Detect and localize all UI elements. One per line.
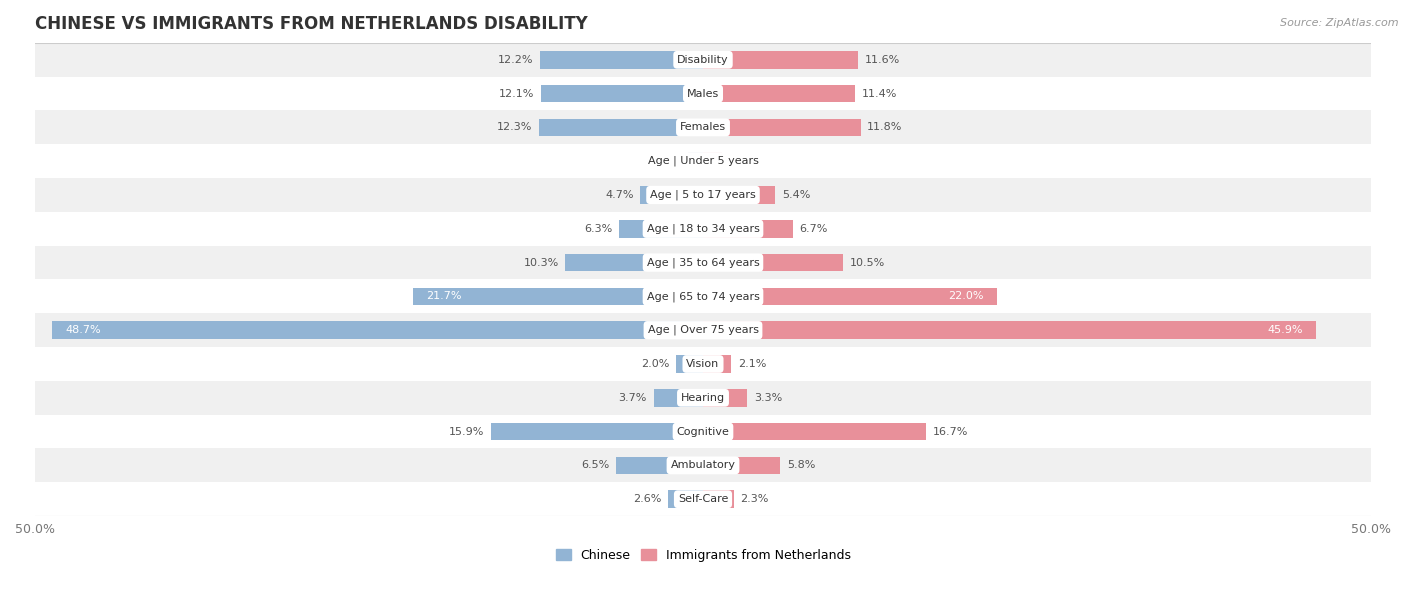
Text: 2.3%: 2.3% [741, 494, 769, 504]
Bar [35, 313, 1371, 347]
Text: 2.0%: 2.0% [641, 359, 669, 369]
Text: 10.3%: 10.3% [523, 258, 558, 267]
Bar [703, 254, 844, 271]
Bar [35, 212, 1371, 245]
Bar [703, 490, 734, 508]
Text: 16.7%: 16.7% [932, 427, 969, 436]
Bar [565, 254, 703, 271]
Legend: Chinese, Immigrants from Netherlands: Chinese, Immigrants from Netherlands [551, 543, 855, 567]
Bar [703, 288, 997, 305]
Bar [703, 355, 731, 373]
Bar [35, 111, 1371, 144]
Bar [703, 457, 780, 474]
Text: Vision: Vision [686, 359, 720, 369]
Bar [35, 415, 1371, 449]
Text: Self-Care: Self-Care [678, 494, 728, 504]
Bar [491, 423, 703, 441]
Text: 11.6%: 11.6% [865, 55, 900, 65]
Text: 5.4%: 5.4% [782, 190, 810, 200]
Text: 4.7%: 4.7% [605, 190, 634, 200]
Text: 2.1%: 2.1% [738, 359, 766, 369]
Bar [35, 280, 1371, 313]
Bar [541, 85, 703, 102]
Text: 21.7%: 21.7% [426, 291, 463, 301]
Bar [703, 152, 721, 170]
Bar [52, 321, 703, 339]
Bar [538, 119, 703, 136]
Bar [619, 220, 703, 237]
Bar [703, 119, 860, 136]
Text: Females: Females [681, 122, 725, 132]
Bar [703, 321, 1316, 339]
Bar [35, 449, 1371, 482]
Bar [703, 423, 927, 441]
Bar [689, 152, 703, 170]
Text: 3.7%: 3.7% [619, 393, 647, 403]
Bar [35, 43, 1371, 76]
Text: 6.7%: 6.7% [799, 224, 828, 234]
Text: Age | 35 to 64 years: Age | 35 to 64 years [647, 257, 759, 268]
Text: Age | Under 5 years: Age | Under 5 years [648, 156, 758, 166]
Bar [703, 51, 858, 69]
Bar [703, 85, 855, 102]
Bar [35, 347, 1371, 381]
Text: Age | 5 to 17 years: Age | 5 to 17 years [650, 190, 756, 200]
Text: 6.3%: 6.3% [583, 224, 612, 234]
Text: 22.0%: 22.0% [948, 291, 984, 301]
Text: 1.4%: 1.4% [728, 156, 756, 166]
Text: 11.8%: 11.8% [868, 122, 903, 132]
Bar [35, 381, 1371, 415]
Text: Cognitive: Cognitive [676, 427, 730, 436]
Text: Source: ZipAtlas.com: Source: ZipAtlas.com [1281, 18, 1399, 28]
Text: 11.4%: 11.4% [862, 89, 897, 99]
Text: 6.5%: 6.5% [581, 460, 609, 471]
Text: 15.9%: 15.9% [449, 427, 484, 436]
Text: 2.6%: 2.6% [633, 494, 662, 504]
Text: 48.7%: 48.7% [66, 325, 101, 335]
Bar [35, 482, 1371, 516]
Text: Age | Over 75 years: Age | Over 75 years [648, 325, 758, 335]
Text: 10.5%: 10.5% [851, 258, 886, 267]
Text: 3.3%: 3.3% [754, 393, 782, 403]
Bar [703, 220, 793, 237]
Text: 12.1%: 12.1% [499, 89, 534, 99]
Text: 5.8%: 5.8% [787, 460, 815, 471]
Bar [640, 186, 703, 204]
Bar [35, 178, 1371, 212]
Bar [703, 389, 747, 406]
Text: 12.3%: 12.3% [496, 122, 531, 132]
Bar [668, 490, 703, 508]
Text: 1.1%: 1.1% [654, 156, 682, 166]
Text: 45.9%: 45.9% [1267, 325, 1303, 335]
Bar [703, 186, 775, 204]
Bar [676, 355, 703, 373]
Text: CHINESE VS IMMIGRANTS FROM NETHERLANDS DISABILITY: CHINESE VS IMMIGRANTS FROM NETHERLANDS D… [35, 15, 588, 33]
Text: Ambulatory: Ambulatory [671, 460, 735, 471]
Bar [654, 389, 703, 406]
Text: Males: Males [688, 89, 718, 99]
Bar [413, 288, 703, 305]
Bar [35, 76, 1371, 111]
Text: 12.2%: 12.2% [498, 55, 533, 65]
Text: Hearing: Hearing [681, 393, 725, 403]
Bar [35, 245, 1371, 280]
Bar [616, 457, 703, 474]
Bar [35, 144, 1371, 178]
Text: Age | 65 to 74 years: Age | 65 to 74 years [647, 291, 759, 302]
Bar [540, 51, 703, 69]
Text: Age | 18 to 34 years: Age | 18 to 34 years [647, 223, 759, 234]
Text: Disability: Disability [678, 55, 728, 65]
